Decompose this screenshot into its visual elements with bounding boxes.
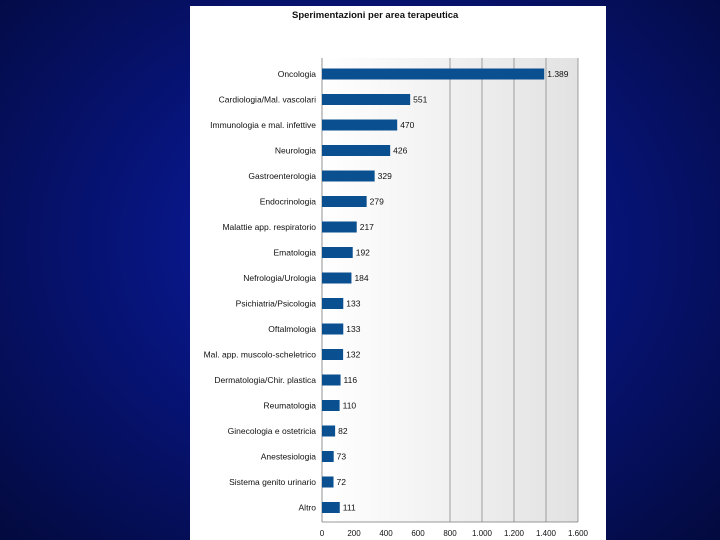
- x-tick-label: 400: [379, 529, 393, 538]
- value-label: 133: [346, 324, 360, 334]
- bar: [322, 349, 344, 360]
- value-label: 470: [400, 120, 414, 130]
- value-label: 551: [413, 95, 427, 105]
- category-label: Gastroenterologia: [248, 171, 316, 181]
- bar: [322, 298, 344, 309]
- bar: [322, 68, 545, 80]
- bar: [322, 119, 398, 131]
- bar: [322, 374, 341, 386]
- category-label: Mal. app. muscolo-scheletrico: [204, 350, 317, 360]
- bar: [322, 170, 375, 182]
- value-label: 1.389: [547, 69, 569, 79]
- category-label: Oftalmologia: [268, 324, 316, 334]
- value-label: 116: [344, 375, 358, 385]
- bar-chart: Sperimentazioni per area terapeutica Onc…: [204, 10, 589, 538]
- value-label: 426: [393, 146, 407, 156]
- x-axis-ticks: 0 200 400 600 800 1.000 1.200 1.400 1.600: [320, 529, 589, 538]
- value-label: 132: [346, 350, 360, 360]
- category-label: Cardiologia/Mal. vascolari: [219, 95, 316, 105]
- bar: [322, 221, 357, 233]
- gridlines: [321, 58, 579, 523]
- category-label: Psichiatria/Psicologia: [236, 299, 317, 309]
- value-label: 110: [343, 401, 357, 411]
- category-label: Neurologia: [275, 146, 316, 156]
- bar: [322, 502, 340, 513]
- value-label: 217: [360, 222, 374, 232]
- value-label: 192: [356, 248, 370, 258]
- bar: [322, 476, 334, 488]
- category-label: Endocrinologia: [260, 197, 317, 207]
- category-label: Altro: [299, 503, 317, 513]
- value-label: 279: [370, 197, 384, 207]
- value-label: 329: [378, 171, 392, 181]
- x-tick-label: 1.200: [504, 529, 525, 538]
- category-label: Dermatologia/Chir. plastica: [214, 375, 316, 385]
- category-label: Malattie app. respiratorio: [222, 222, 316, 232]
- category-label: Immunologia e mal. infettive: [210, 120, 316, 130]
- value-labels: 1.389 551 470 426 329 279 217 192 184 133 133 132 11…: [337, 69, 569, 513]
- x-tick-label: 0: [320, 529, 325, 538]
- chart-title: Sperimentazioni per area terapeutica: [292, 10, 459, 21]
- x-tick-label: 1.600: [568, 529, 589, 538]
- value-label: 73: [337, 452, 347, 462]
- category-label: Ematologia: [273, 248, 316, 258]
- category-label: Nefrologia/Urologia: [243, 273, 316, 283]
- x-tick-label: 1.400: [536, 529, 557, 538]
- category-label: Sistema genito urinario: [229, 477, 316, 487]
- value-label: 184: [354, 273, 368, 283]
- bar: [322, 247, 353, 258]
- bar: [322, 425, 336, 437]
- x-tick-label: 200: [347, 529, 361, 538]
- bar: [322, 323, 344, 335]
- chart-panel: Sperimentazioni per area terapeutica Onc…: [190, 6, 606, 540]
- category-label: Anestesiologia: [261, 452, 317, 462]
- x-tick-label: 800: [443, 529, 457, 538]
- value-label: 72: [337, 477, 347, 487]
- bar: [322, 145, 391, 156]
- category-label: Oncologia: [278, 69, 317, 79]
- x-tick-label: 1.000: [472, 529, 493, 538]
- category-label: Ginecologia e ostetricia: [228, 426, 317, 436]
- bar: [322, 400, 340, 411]
- bar: [322, 451, 334, 462]
- value-label: 111: [343, 503, 356, 513]
- category-labels: Oncologia Cardiologia/Mal. vascolari Immun…: [204, 69, 317, 513]
- value-label: 133: [346, 299, 360, 309]
- value-label: 82: [338, 426, 348, 436]
- bar: [322, 196, 367, 207]
- category-label: Reumatologia: [264, 401, 317, 411]
- bars: [322, 68, 545, 513]
- bar: [322, 272, 352, 284]
- bar: [322, 94, 411, 105]
- x-tick-label: 600: [411, 529, 425, 538]
